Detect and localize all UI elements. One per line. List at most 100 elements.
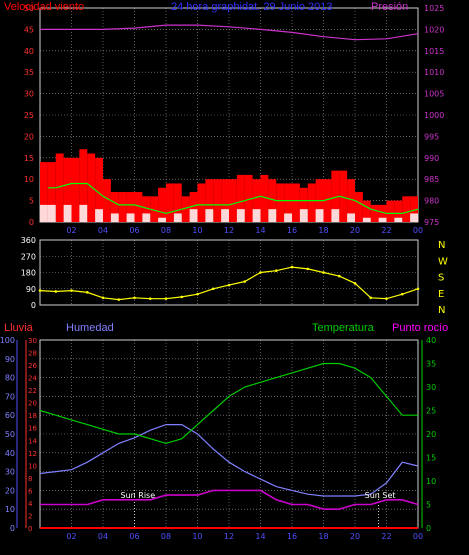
thermo-xtick-12: 12 bbox=[224, 532, 234, 541]
wind-speed-bar bbox=[292, 183, 300, 222]
wind-avg-bar bbox=[95, 209, 103, 222]
wind-avg-bar bbox=[40, 204, 48, 222]
wind-avg-bar bbox=[268, 209, 277, 222]
dir-ytick-90: 90 bbox=[26, 285, 36, 294]
wind-direction-point bbox=[180, 295, 184, 299]
wind-xtick-18: 18 bbox=[318, 226, 328, 235]
wind-avg-bar bbox=[236, 209, 245, 222]
pressure-ytick-985: 985 bbox=[424, 175, 439, 184]
wind-speed-bar bbox=[142, 196, 151, 222]
wind-direction-point bbox=[133, 296, 136, 300]
wind-gust-line bbox=[47, 182, 419, 215]
temp-ytick-30: 30 bbox=[426, 383, 436, 392]
rain-ytick-4: 4 bbox=[28, 500, 33, 508]
wind-ytick-30: 30 bbox=[24, 90, 34, 99]
temperature-label: Temperatura bbox=[312, 322, 374, 334]
humidity-ytick-10: 10 bbox=[5, 505, 15, 514]
rain-ytick-16: 16 bbox=[28, 425, 37, 433]
wind-avg-bar bbox=[315, 209, 324, 222]
wind-avg-bar bbox=[79, 204, 88, 222]
dewpoint-label: Punto rocío bbox=[392, 322, 449, 334]
wind-speed-bar bbox=[126, 192, 135, 222]
chart-title: 24 hora graphidat. 29 Junio 2013 bbox=[171, 1, 333, 13]
wind-speed-bar bbox=[370, 204, 379, 222]
pressure-ytick-990: 990 bbox=[424, 154, 439, 163]
wind-speed-bar bbox=[402, 196, 411, 222]
temp-ytick-35: 35 bbox=[426, 360, 436, 369]
wind-speed-bar bbox=[118, 192, 127, 222]
thermo-xtick-20: 20 bbox=[350, 532, 360, 541]
wind-direction-point bbox=[101, 296, 105, 300]
pressure-ytick-1015: 1015 bbox=[424, 47, 444, 56]
wind-avg-bar bbox=[63, 204, 72, 222]
wind-ytick-20: 20 bbox=[24, 132, 34, 141]
wind-speed-bar bbox=[260, 174, 269, 222]
wind-avg-bar bbox=[173, 213, 182, 222]
wind-speed-bar bbox=[134, 192, 143, 222]
wind-speed-bar bbox=[71, 157, 80, 222]
pressure-ytick-1000: 1000 bbox=[424, 111, 444, 120]
dir-compass-W-1: W bbox=[438, 256, 448, 267]
wind-speed-bar bbox=[410, 196, 418, 222]
pressure-ytick-980: 980 bbox=[424, 197, 439, 206]
thermo-xtick-02: 02 bbox=[66, 532, 76, 541]
wind-direction-point bbox=[164, 297, 168, 300]
wind-ytick-10: 10 bbox=[24, 175, 34, 184]
pressure-ytick-1005: 1005 bbox=[424, 90, 444, 99]
wind-speed-bar bbox=[276, 183, 285, 222]
thermo-xtick-04: 04 bbox=[98, 532, 108, 541]
wind-ytick-5: 5 bbox=[29, 197, 34, 206]
wind-xtick-04: 04 bbox=[98, 226, 108, 235]
wind-avg-bar bbox=[158, 217, 166, 222]
rain-ytick-10: 10 bbox=[28, 462, 37, 470]
wind-speed-bar bbox=[394, 200, 403, 222]
humidity-label: Humedad bbox=[66, 322, 114, 334]
wind-speed-bar bbox=[197, 183, 206, 222]
wind-xtick-02: 02 bbox=[66, 226, 76, 235]
humidity-ytick-60: 60 bbox=[5, 411, 15, 420]
rain-ytick-20: 20 bbox=[28, 400, 37, 408]
rain-ytick-30: 30 bbox=[28, 337, 37, 345]
wind-direction-point bbox=[385, 297, 388, 300]
sun-annotation-1: Sun Set bbox=[365, 491, 396, 500]
wind-speed-bar bbox=[339, 170, 348, 222]
wind-direction-point bbox=[306, 267, 310, 271]
wind-speed-bar bbox=[150, 196, 159, 222]
wind-speed-bar bbox=[55, 153, 64, 222]
thermo-xtick-10: 10 bbox=[192, 532, 202, 541]
wind-speed-bar bbox=[221, 179, 229, 222]
rain-label: Lluvia bbox=[4, 322, 33, 334]
rain-ytick-8: 8 bbox=[28, 475, 32, 483]
wind-speed-bar bbox=[284, 183, 292, 222]
wind-xtick-10: 10 bbox=[192, 226, 202, 235]
wind-speed-bar bbox=[362, 200, 371, 222]
wind-avg-bar bbox=[189, 209, 198, 222]
dir-compass-N-0: N bbox=[438, 240, 445, 251]
wind-speed-bar bbox=[347, 179, 355, 222]
wind-speed-bar bbox=[103, 179, 111, 222]
rain-ytick-26: 26 bbox=[28, 362, 37, 370]
wind-speed-bar bbox=[268, 179, 277, 222]
humidity-ytick-80: 80 bbox=[5, 374, 15, 383]
rain-ytick-28: 28 bbox=[28, 350, 37, 358]
wind-direction-point bbox=[416, 287, 420, 291]
wind-speed-bar bbox=[166, 183, 174, 222]
pressure-ytick-995: 995 bbox=[424, 132, 439, 141]
temp-ytick-5: 5 bbox=[426, 501, 431, 510]
wind-speed-label: Velocidad viento bbox=[4, 1, 85, 13]
wind-avg-bar bbox=[142, 213, 151, 222]
wind-direction-point bbox=[369, 296, 373, 300]
wind-speed-bar bbox=[236, 174, 245, 222]
wind-avg-bar bbox=[331, 209, 340, 222]
wind-direction-point bbox=[337, 274, 341, 278]
wind-ytick-40: 40 bbox=[24, 47, 34, 56]
wind-xtick-08: 08 bbox=[161, 226, 171, 235]
wind-speed-bar bbox=[307, 183, 316, 222]
sun-annotation-0: Sun Rise bbox=[121, 491, 156, 500]
wind-avg-bar bbox=[252, 209, 261, 222]
wind-speed-bar bbox=[205, 179, 214, 222]
thermo-xtick-14: 14 bbox=[255, 532, 265, 541]
wind-ytick-15: 15 bbox=[24, 154, 34, 163]
dir-compass-N-4: N bbox=[438, 305, 445, 316]
series-layer bbox=[38, 24, 420, 529]
